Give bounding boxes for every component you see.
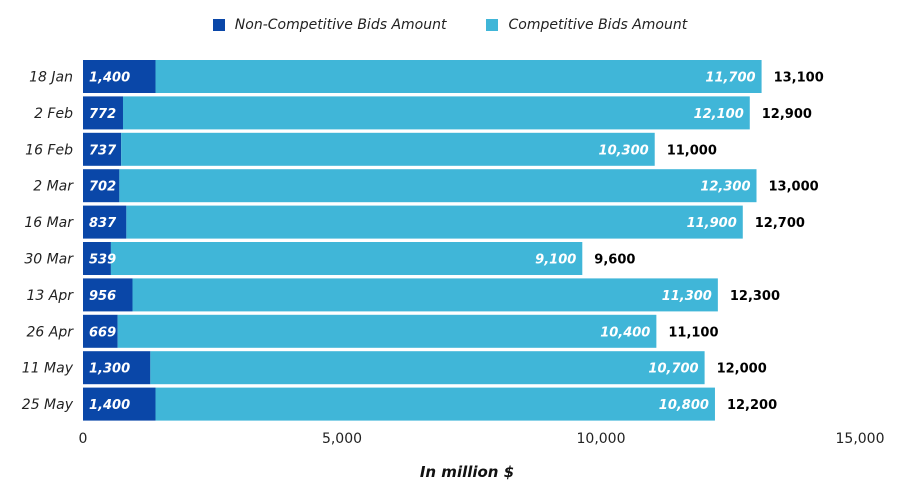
data-label-non-competitive: 669 <box>89 325 116 340</box>
data-label-competitive: 11,900 <box>687 216 737 231</box>
bar-segment-competitive <box>155 60 762 93</box>
data-label-non-competitive: 837 <box>89 216 117 231</box>
bar-segment-competitive <box>121 132 655 166</box>
data-label-competitive: 10,300 <box>599 143 649 158</box>
category-label: 16 Feb <box>25 142 73 158</box>
bar-segment-non-competitive <box>83 205 127 239</box>
bar-segment-competitive <box>132 278 718 312</box>
category-label: 2 Mar <box>33 179 74 195</box>
data-label-non-competitive: 956 <box>89 289 116 304</box>
category-label: 30 Mar <box>24 252 74 268</box>
total-label: 12,000 <box>717 362 767 377</box>
total-label: 12,900 <box>762 107 812 122</box>
data-label-competitive: 9,100 <box>535 253 576 268</box>
bar-segment-non-competitive <box>83 132 122 166</box>
bar-segment-non-competitive <box>83 60 156 93</box>
category-label: 2 Feb <box>34 106 73 122</box>
x-tick-label: 5,000 <box>322 431 362 447</box>
category-label: 26 Apr <box>27 324 75 340</box>
data-label-competitive: 11,700 <box>705 71 755 86</box>
bar-segment-non-competitive <box>83 351 151 385</box>
category-label: 16 Mar <box>24 215 74 231</box>
legend-swatch-non-competitive <box>212 19 225 31</box>
total-label: 12,200 <box>727 398 777 413</box>
legend-label-competitive: Competitive Bids Amount <box>508 17 688 33</box>
x-tick-label: 10,000 <box>577 431 626 447</box>
category-label: 11 May <box>22 361 74 377</box>
data-label-non-competitive: 1,300 <box>89 362 130 377</box>
data-label-non-competitive: 737 <box>89 143 117 158</box>
x-axis-title: In million $ <box>420 463 514 481</box>
bar-segment-competitive <box>150 351 705 385</box>
bar-segment-non-competitive <box>83 278 133 312</box>
bar-segment-non-competitive <box>83 387 156 421</box>
total-label: 11,100 <box>668 325 718 340</box>
bar-segment-competitive <box>155 387 715 421</box>
total-label: 11,000 <box>667 143 717 158</box>
legend-swatch-competitive <box>486 19 499 31</box>
data-label-competitive: 10,800 <box>659 398 709 413</box>
data-label-competitive: 12,100 <box>694 107 744 122</box>
bar-segment-competitive <box>122 96 750 130</box>
data-label-non-competitive: 1,400 <box>89 398 130 413</box>
total-label: 13,100 <box>774 71 824 86</box>
bar-segment-competitive <box>119 169 757 203</box>
category-label: 18 Jan <box>29 70 73 86</box>
bar-segment-non-competitive <box>83 242 111 275</box>
legend-label-non-competitive: Non-Competitive Bids Amount <box>234 17 447 33</box>
bar-segment-competitive <box>126 205 743 239</box>
category-label: 25 May <box>22 397 74 413</box>
bar-segment-non-competitive <box>83 314 118 348</box>
legend-item-non-competitive: Non-Competitive Bids Amount <box>212 17 447 33</box>
data-label-competitive: 10,700 <box>648 362 698 377</box>
x-tick-label: 0 <box>79 431 88 447</box>
x-tick-label: 15,000 <box>836 431 885 447</box>
total-label: 12,300 <box>730 289 780 304</box>
category-label: 13 Apr <box>27 288 75 304</box>
data-label-competitive: 12,300 <box>700 180 750 195</box>
total-label: 9,600 <box>594 253 635 268</box>
data-label-non-competitive: 1,400 <box>89 71 130 86</box>
total-label: 13,000 <box>769 180 819 195</box>
legend: Non-Competitive Bids Amount Competitive … <box>0 17 900 33</box>
bar-segment-competitive <box>117 314 657 348</box>
bar-segment-non-competitive <box>83 169 120 203</box>
data-label-non-competitive: 772 <box>89 107 116 122</box>
bar-segment-competitive <box>110 242 583 275</box>
data-label-non-competitive: 539 <box>89 253 116 268</box>
data-label-competitive: 11,300 <box>662 289 712 304</box>
total-label: 12,700 <box>755 216 805 231</box>
bar-segment-non-competitive <box>83 96 123 130</box>
data-label-competitive: 10,400 <box>600 325 650 340</box>
data-label-non-competitive: 702 <box>89 180 116 195</box>
legend-item-competitive: Competitive Bids Amount <box>486 17 687 33</box>
